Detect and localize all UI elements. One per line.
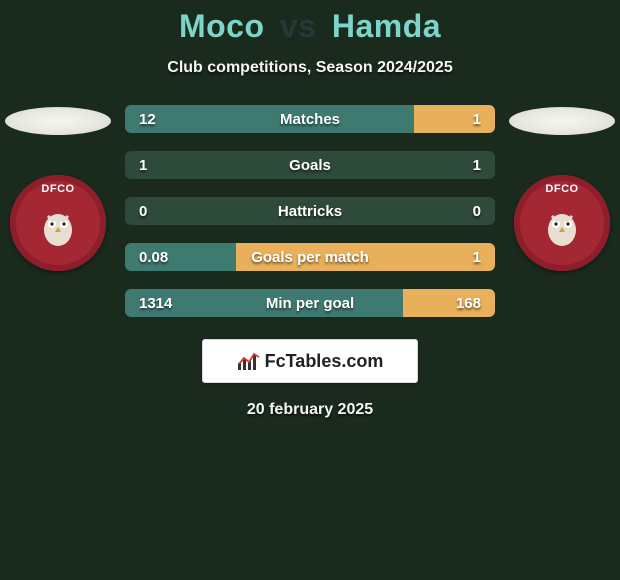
date-text: 20 february 2025 [247,401,373,419]
vs-text: vs [280,8,317,44]
bar-segment-right: 1 [414,105,495,133]
left-ellipse [5,107,111,135]
player1-name: Moco [179,8,265,44]
owl-icon [34,202,82,250]
bar-value-left: 0.08 [139,249,168,266]
bar-value-left: 12 [139,111,156,128]
right-ellipse [509,107,615,135]
bar-segment-left: 0.08 [125,243,236,271]
bar-value-right: 1 [473,157,481,174]
left-side: DFCO [3,105,113,271]
bar-value-right: 168 [456,295,481,312]
comparison-infographic: Moco vs Hamda Club competitions, Season … [0,0,620,419]
stat-bar-row: 0.081Goals per match [125,243,495,271]
stat-bar-row: 1314168Min per goal [125,289,495,317]
right-club-badge: DFCO [514,175,610,271]
bar-segment-right: 168 [403,289,496,317]
subtitle: Club competitions, Season 2024/2025 [167,59,452,77]
right-side: DFCO [507,105,617,271]
bar-value-right: 1 [473,249,481,266]
right-badge-text: DFCO [524,183,600,195]
brand-text: FcTables.com [265,351,384,372]
bar-value-right: 0 [473,203,481,220]
stat-bar-row: 121Matches [125,105,495,133]
left-badge-text: DFCO [20,183,96,195]
bar-segment-left: 0 [125,197,310,225]
bar-segment-right: 1 [310,151,495,179]
bar-value-left: 1314 [139,295,172,312]
bar-segment-left: 1 [125,151,310,179]
bar-value-left: 1 [139,157,147,174]
stat-bar-row: 00Hattricks [125,197,495,225]
content-row: DFCO 121Matches11Goals00Hattricks0.081Go… [0,105,620,317]
bar-value-right: 1 [473,111,481,128]
brand-box: FcTables.com [202,339,418,383]
owl-icon [538,202,586,250]
left-club-badge: DFCO [10,175,106,271]
chart-icon [237,351,261,371]
page-title: Moco vs Hamda [179,8,441,45]
stat-bar-row: 11Goals [125,151,495,179]
bar-segment-left: 1314 [125,289,403,317]
bar-segment-right: 1 [236,243,495,271]
bar-segment-left: 12 [125,105,414,133]
bar-value-left: 0 [139,203,147,220]
bar-segment-right: 0 [310,197,495,225]
stat-bars: 121Matches11Goals00Hattricks0.081Goals p… [125,105,495,317]
player2-name: Hamda [332,8,441,44]
